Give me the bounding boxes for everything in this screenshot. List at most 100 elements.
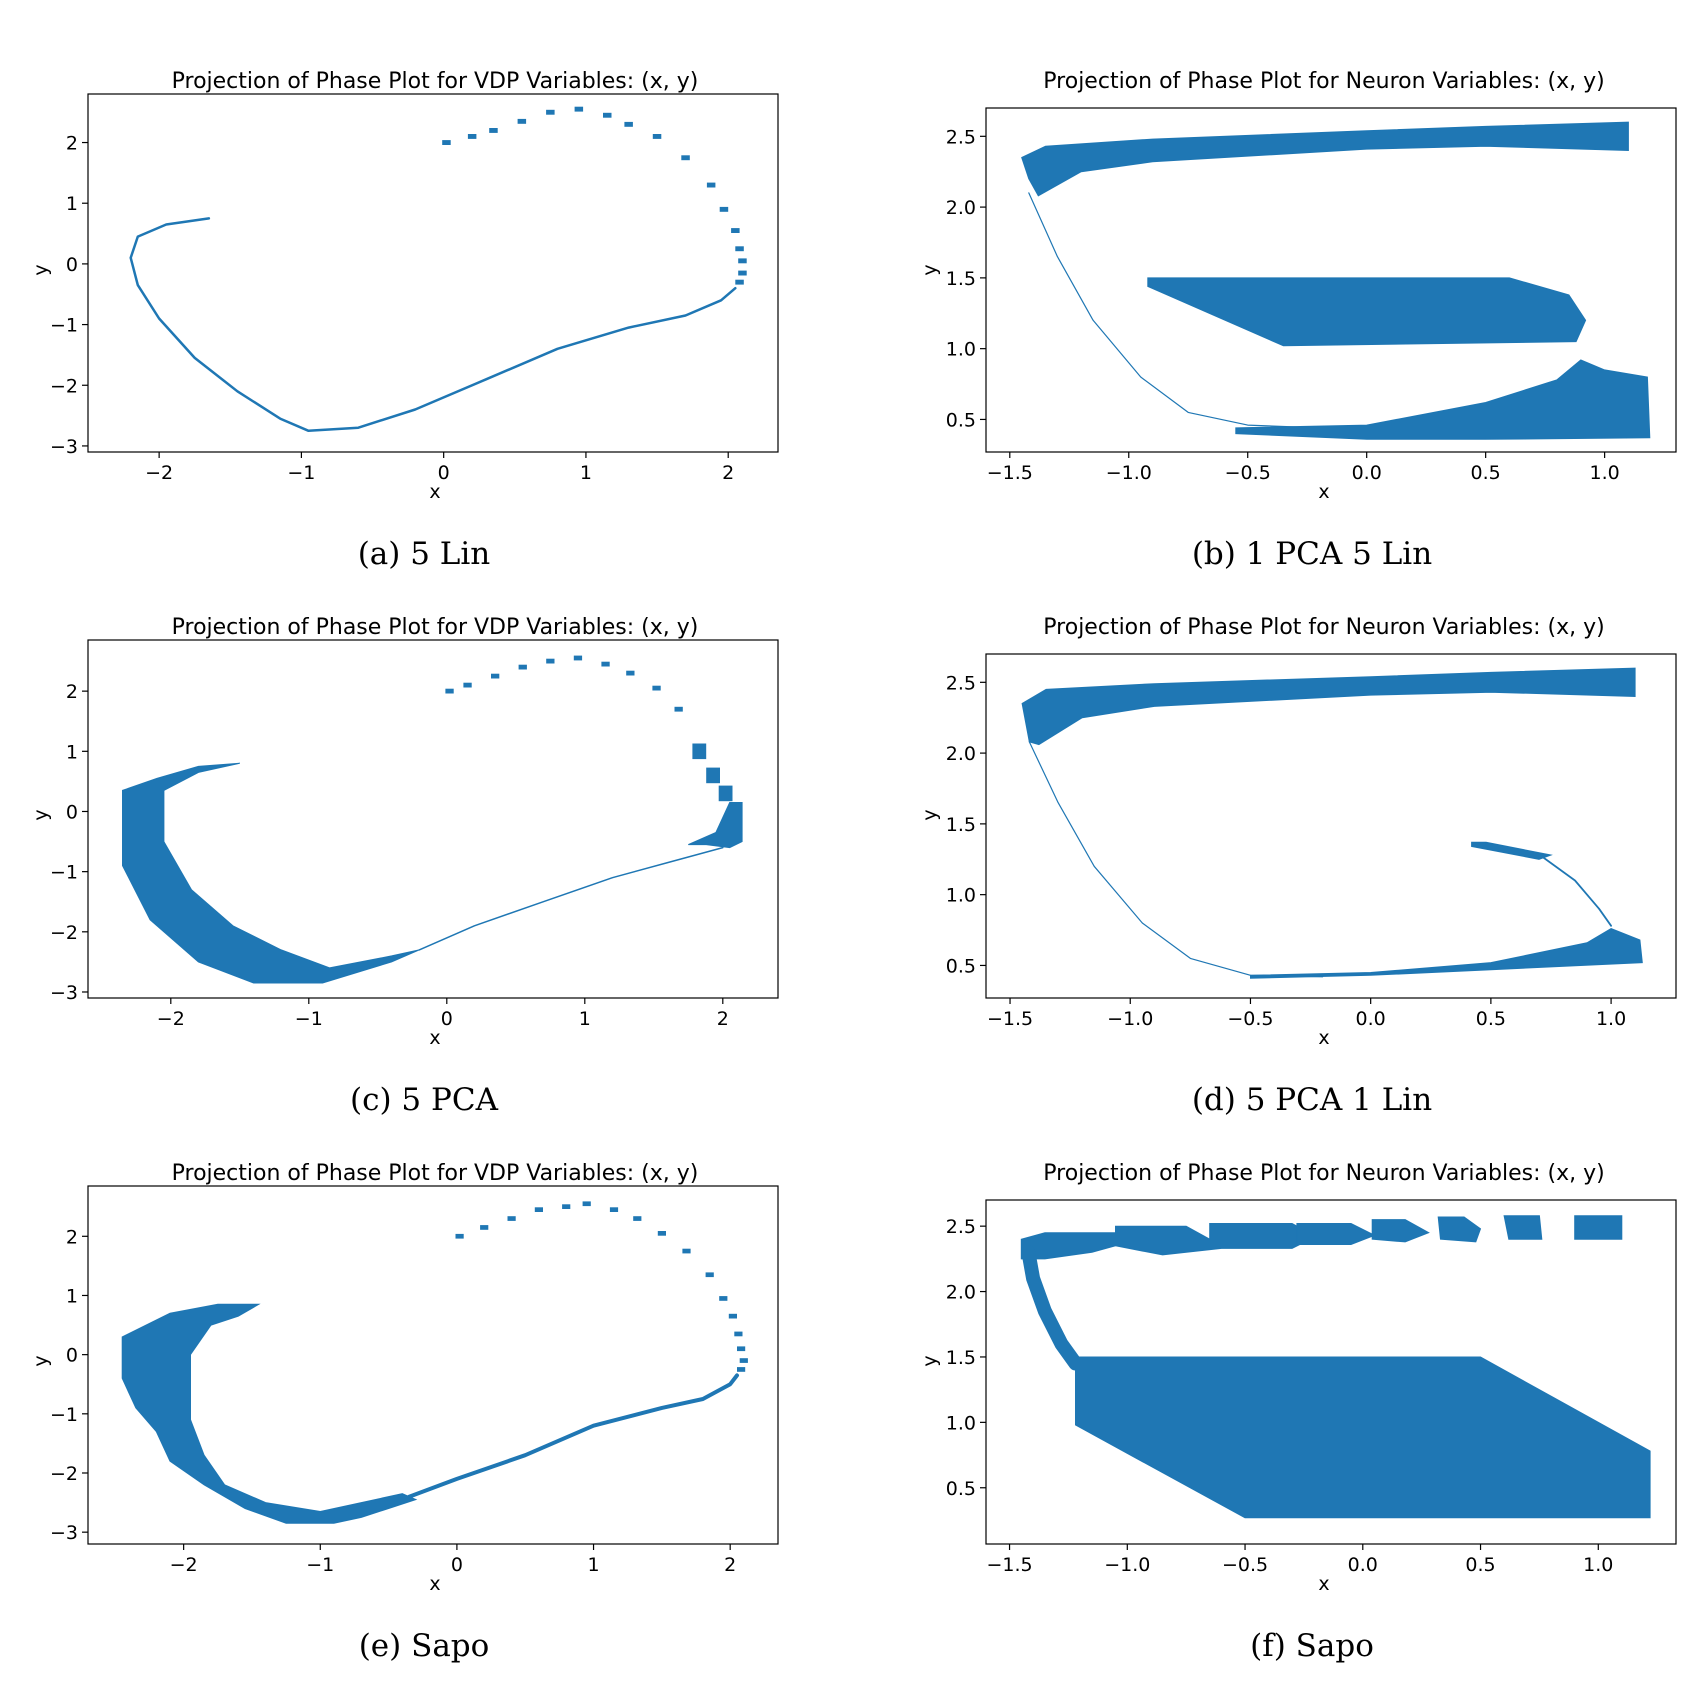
panel-e-reach-set-0 [121,1303,418,1524]
panel-e-reach-box-2-11 [719,1296,728,1301]
panel-b-ytick-label-0: 0.5 [946,409,976,431]
panel-b-reach-set-0 [1021,121,1629,197]
panel-c-ylabel: y [30,809,52,820]
panel-b-xtick-label-0: −1.5 [987,462,1033,484]
panel-e-ytick-label-2: −1 [50,1404,78,1426]
panel-c-trajectory-1 [418,846,724,951]
panel-c-reach-box-3-2 [718,785,733,802]
panel-c-title: Projection of Phase Plot for VDP Variabl… [172,615,699,640]
panel-d-xtick-label-5: 1.0 [1596,1008,1626,1030]
panel-c: Projection of Phase Plot for VDP Variabl… [30,615,779,1118]
panel-a-ylabel: y [30,264,52,275]
panel-e-reach-box-2-12 [728,1313,737,1319]
panel-e-reach-box-2-14 [737,1346,746,1352]
panel-e-trajectory-1 [407,1373,739,1499]
panel-f-title: Projection of Phase Plot for Neuron Vari… [1043,1161,1604,1186]
panel-a-xtick-label-4: 2 [722,462,734,484]
panel-c-reach-set-0 [122,762,420,984]
panel-d-ytick-label-3: 2.0 [946,743,976,765]
panel-c-reach-box-2-3 [518,664,527,670]
panel-b-xtick-label-5: 1.0 [1590,462,1620,484]
panel-c-ytick-label-2: −1 [50,862,78,884]
panel-f-reach-set-0 [1020,1223,1317,1260]
panel-c-ytick-label-5: 2 [66,681,78,703]
panel-f-reach-set-2 [1371,1219,1430,1243]
panel-d-xtick-label-2: −0.5 [1227,1008,1273,1030]
panel-c-reach-box-3-0 [692,743,707,760]
panel-c-frame [87,639,779,999]
panel-d-xtick-label-0: −1.5 [987,1008,1033,1030]
panel-c-reach-box-2-4 [546,658,555,664]
panel-b-caption: (b) 1 PCA 5 Lin [1192,536,1432,572]
panel-e-reach-box-2-1 [480,1225,489,1230]
panel-d-ylabel: y [919,809,941,820]
panel-f-xlabel: x [1318,1573,1329,1595]
panel-a-reach-box-1-11 [719,206,729,212]
panel-b-frame [985,107,1677,453]
panel-d: Projection of Phase Plot for Neuron Vari… [919,615,1677,1118]
panel-d-ytick-label-0: 0.5 [946,955,976,977]
panel-a-reach-box-1-15 [738,270,747,276]
panel-f: Projection of Phase Plot for Neuron Vari… [919,1161,1677,1664]
panel-f-ytick-label-2: 1.5 [946,1347,976,1369]
panel-c-reach-box-2-9 [674,706,683,712]
panel-a-ytick-label-5: 2 [66,133,78,155]
panel-e-xtick-label-2: 0 [451,1554,463,1576]
panel-e-ytick-label-5: 2 [66,1226,78,1248]
panel-e-ylabel: y [30,1355,52,1366]
panel-f-reach-set-1 [1296,1223,1376,1245]
panel-e-reach-box-2-6 [609,1207,619,1212]
panel-a-frame [87,93,779,453]
panel-c-reach-box-2-0 [445,688,454,694]
panel-c-reach-set-4 [688,802,743,849]
panel-f-ylabel: y [919,1355,941,1366]
panel-b-ytick-label-1: 1.0 [946,339,976,361]
panel-d-reach-set-4 [1250,928,1643,979]
panel-e-reach-box-2-4 [562,1204,571,1209]
panel-f-xtick-label-1: −1.0 [1104,1554,1150,1576]
panel-a-reach-box-1-3 [517,118,527,124]
panel-a-xtick-label-0: −2 [145,462,173,484]
panel-a-marks [129,106,747,433]
panel-d-xtick-label-4: 0.5 [1476,1008,1506,1030]
panel-b-ylabel: y [919,264,941,275]
panel-a-xtick-label-3: 1 [580,462,592,484]
panel-d-caption: (d) 5 PCA 1 Lin [1192,1082,1432,1118]
panel-a-plot-area: −2 −1 0 1 2 −3 −2 −1 0 1 2 [50,93,779,484]
panel-e-xtick-label-1: −1 [306,1554,334,1576]
panel-b-xtick-label-2: −0.5 [1225,462,1271,484]
panel-c-xtick-label-4: 2 [717,1008,729,1030]
panel-a-reach-box-1-0 [442,140,451,145]
panel-b-title: Projection of Phase Plot for Neuron Vari… [1043,69,1604,94]
panel-e-reach-box-2-0 [455,1233,464,1239]
panel-a-ytick-label-2: −1 [50,315,78,337]
panel-a-reach-box-1-6 [603,112,612,118]
panel-d-frame [985,653,1677,999]
panel-d-ytick-label-4: 2.5 [946,672,976,694]
panel-b-ytick-label-2: 1.5 [946,268,976,290]
panel-b-trajectory-1 [1028,192,1320,429]
panel-e-plot-area: −2 −1 0 1 2 −3 −2 −1 0 1 2 [50,1185,779,1576]
panel-f-marks [1020,1215,1651,1519]
panel-c-reach-box-2-1 [463,682,472,688]
panel-c-reach-box-2-7 [626,670,635,676]
panel-e-reach-box-2-13 [734,1331,743,1337]
panel-e-xlabel: x [429,1573,440,1595]
panel-e-reach-box-2-15 [739,1358,748,1363]
panel-e-xtick-label-0: −2 [170,1554,198,1576]
panel-d-xlabel: x [1318,1027,1329,1049]
panel-c-plot-area: −2 −1 0 1 2 −3 −2 −1 0 1 2 [50,639,779,1030]
panel-b-ytick-label-3: 2.0 [946,197,976,219]
panel-a-reach-box-1-12 [731,228,740,233]
panel-b-xlabel: x [1318,481,1329,503]
panel-e-ytick-label-4: 1 [66,1285,78,1307]
panel-a-reach-box-1-4 [546,109,555,115]
panel-f-reach-set-4 [1503,1215,1543,1240]
panel-f-plot-area: −1.5 −1.0 −0.5 0.0 0.5 1.0 0.5 1.0 1.5 2.0 2.5 [946,1199,1677,1576]
panel-b: Projection of Phase Plot for Neuron Vari… [919,69,1677,572]
panel-e-reach-box-2-3 [534,1207,543,1212]
panel-a-reach-box-1-14 [738,258,747,264]
panel-c-ytick-label-1: −2 [50,922,78,944]
panel-c-reach-box-3-1 [706,767,720,784]
panel-c-reach-box-2-6 [601,661,610,667]
